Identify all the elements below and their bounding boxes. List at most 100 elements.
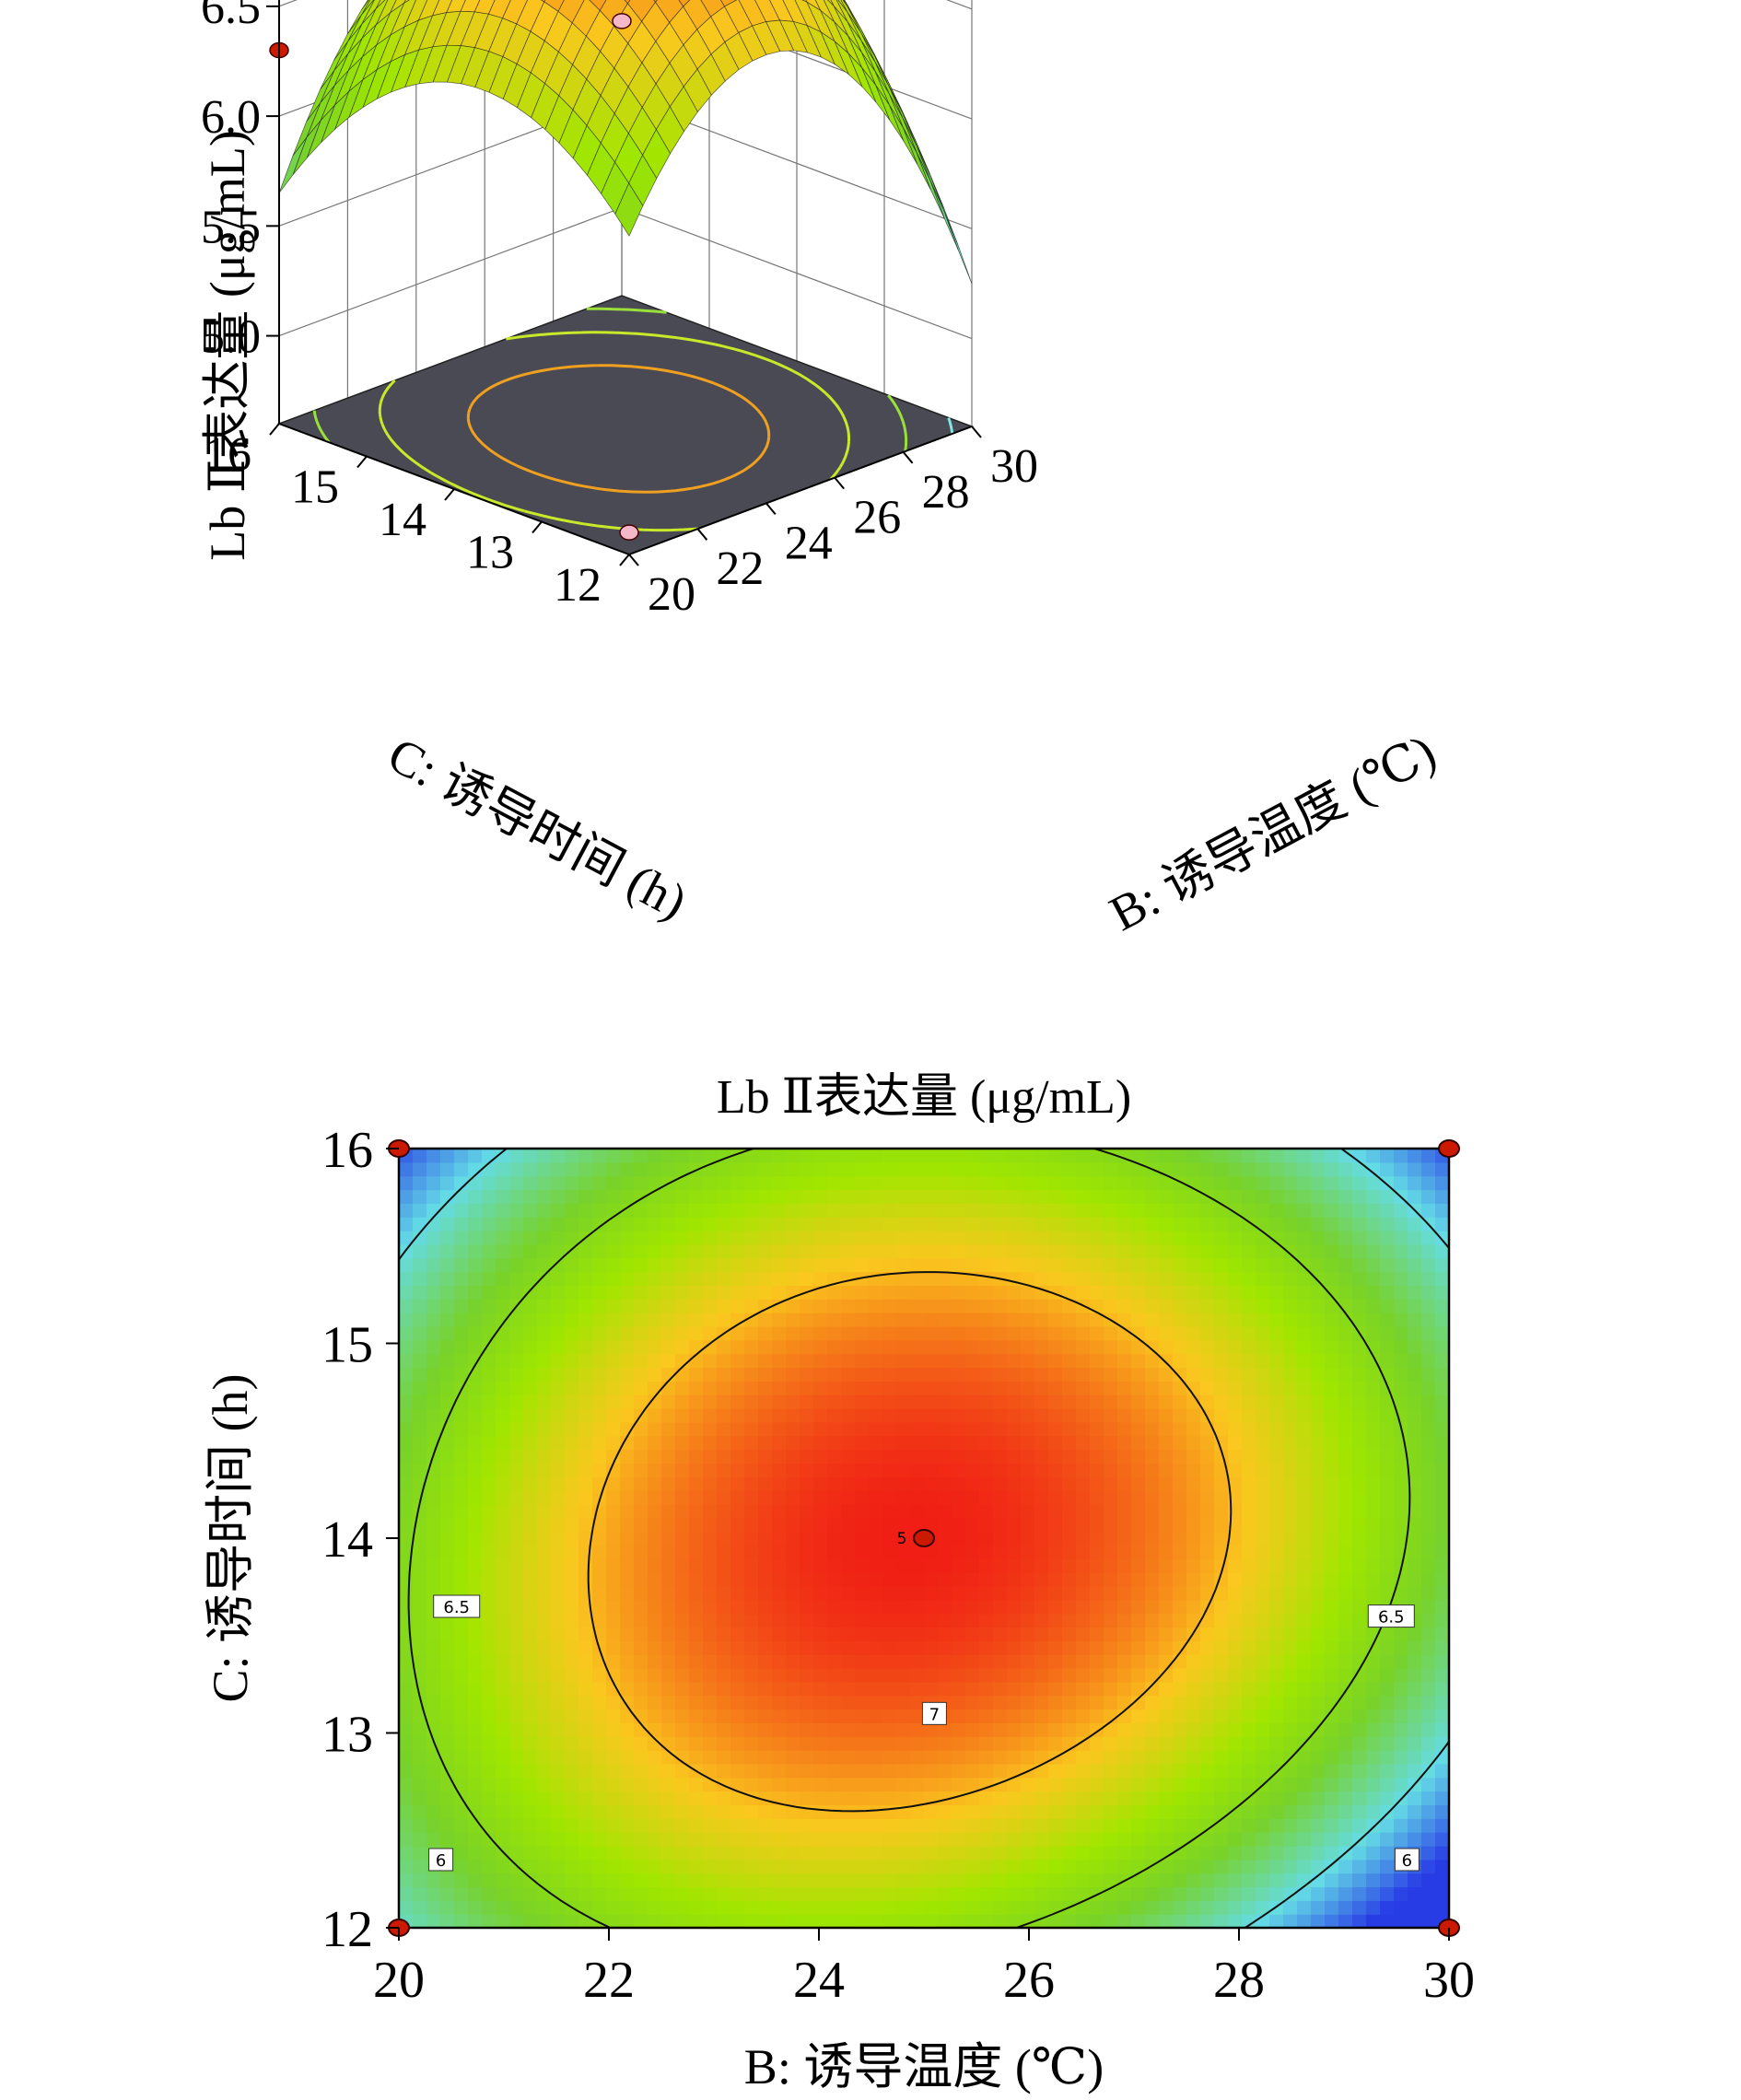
heatmap-cell <box>1076 1668 1091 1683</box>
heatmap-cell <box>938 1763 952 1779</box>
heatmap-cell <box>1242 1572 1256 1587</box>
heatmap-cell <box>730 1859 745 1874</box>
heatmap-cell <box>426 1750 441 1765</box>
heatmap-cell <box>1159 1299 1174 1313</box>
heatmap-cell <box>841 1257 856 1273</box>
heatmap-cell <box>1394 1490 1408 1505</box>
heatmap-cell <box>772 1203 787 1218</box>
heatmap-cell <box>952 1681 966 1697</box>
heatmap-cell <box>551 1394 566 1409</box>
heatmap-cell <box>772 1217 787 1231</box>
heatmap-cell <box>758 1599 773 1615</box>
heatmap-cell <box>910 1217 925 1231</box>
heatmap-cell <box>1242 1231 1256 1245</box>
heatmap-cell <box>606 1695 621 1710</box>
heatmap-cell <box>1311 1175 1326 1191</box>
heatmap-cell <box>1159 1558 1174 1573</box>
heatmap-cell <box>1366 1367 1381 1382</box>
heatmap-cell <box>1076 1149 1091 1163</box>
heatmap-cell <box>1062 1189 1077 1204</box>
heatmap-cell <box>952 1408 966 1423</box>
heatmap-cell <box>717 1558 731 1573</box>
heatmap-cell <box>1034 1736 1049 1751</box>
heatmap-cell <box>827 1531 842 1546</box>
floor-contour-line <box>947 417 954 435</box>
heatmap-cell <box>813 1558 828 1573</box>
heatmap-cell <box>1062 1490 1077 1505</box>
heatmap-cell <box>924 1312 939 1327</box>
heatmap-cell <box>1338 1914 1353 1928</box>
heatmap-cell <box>1380 1243 1395 1259</box>
heatmap-cell <box>1256 1217 1270 1231</box>
heatmap-cell <box>1325 1640 1339 1655</box>
heatmap-cell <box>896 1175 911 1191</box>
heatmap-cell <box>993 1914 1008 1928</box>
heatmap-cell <box>1076 1859 1091 1874</box>
heatmap-cell <box>1131 1654 1146 1669</box>
heatmap-cell <box>1380 1832 1395 1847</box>
heatmap-cell <box>730 1476 745 1491</box>
heatmap-cell <box>952 1217 966 1231</box>
heatmap-cell <box>924 1859 939 1874</box>
heatmap-cell <box>426 1325 441 1341</box>
heatmap-cell <box>1104 1257 1118 1273</box>
heatmap-cell <box>1131 1818 1146 1833</box>
heatmap-cell <box>744 1736 759 1751</box>
heatmap-cell <box>689 1243 704 1259</box>
heatmap-cell <box>565 1394 579 1409</box>
heatmap-cell <box>606 1804 621 1819</box>
heatmap-cell <box>675 1668 690 1683</box>
heatmap-cell <box>1394 1449 1408 1464</box>
heatmap-cell <box>827 1257 842 1273</box>
heatmap-cell <box>1380 1435 1395 1451</box>
heatmap-cell <box>413 1722 427 1737</box>
heatmap-cell <box>800 1886 814 1901</box>
heatmap-cell <box>537 1900 552 1915</box>
heatmap-cell <box>592 1531 607 1546</box>
heatmap-cell <box>1352 1503 1367 1519</box>
heatmap-cell <box>772 1681 787 1697</box>
heatmap-cell <box>1021 1695 1035 1710</box>
heatmap-cell <box>454 1299 469 1313</box>
heatmap-cell <box>1269 1161 1284 1177</box>
heatmap-cell <box>786 1900 800 1915</box>
heatmap-cell <box>551 1599 566 1615</box>
heatmap-cell <box>786 1367 800 1382</box>
heatmap-cell <box>896 1257 911 1273</box>
heatmap-cell <box>1200 1367 1215 1382</box>
heatmap-cell <box>1228 1736 1243 1751</box>
heatmap-cell <box>1325 1818 1339 1833</box>
heatmap-cell <box>606 1189 621 1204</box>
heatmap-cell <box>1021 1381 1035 1395</box>
heatmap-cell <box>952 1325 966 1341</box>
heatmap-cell <box>800 1449 814 1464</box>
heatmap-cell <box>509 1695 524 1710</box>
heatmap-cell <box>758 1531 773 1546</box>
heatmap-cell <box>634 1722 648 1737</box>
heatmap-cell <box>952 1804 966 1819</box>
heatmap-cell <box>1048 1490 1063 1505</box>
heatmap-cell <box>634 1872 648 1888</box>
heatmap-cell <box>675 1750 690 1765</box>
heatmap-cell <box>1117 1572 1132 1587</box>
heatmap-cell <box>1366 1531 1381 1546</box>
heatmap-cell <box>1173 1517 1187 1533</box>
heatmap-cell <box>523 1161 538 1177</box>
heatmap-cell <box>1380 1709 1395 1723</box>
heatmap-cell <box>578 1517 593 1533</box>
heatmap-cell <box>772 1271 787 1287</box>
heatmap-cell <box>1352 1818 1367 1833</box>
heatmap-cell <box>606 1231 621 1245</box>
heatmap-cell <box>620 1231 635 1245</box>
heatmap-cell <box>772 1640 787 1655</box>
heatmap-cell <box>399 1900 414 1915</box>
heatmap-cell <box>1131 1545 1146 1559</box>
heatmap-cell <box>648 1832 662 1847</box>
heatmap-cell <box>1034 1243 1049 1259</box>
heatmap-cell <box>606 1818 621 1833</box>
heatmap-cell <box>938 1736 952 1751</box>
heatmap-cell <box>454 1449 469 1464</box>
heatmap-cell <box>1228 1353 1243 1369</box>
heatmap-cell <box>1062 1299 1077 1313</box>
heatmap-cell <box>440 1271 455 1287</box>
